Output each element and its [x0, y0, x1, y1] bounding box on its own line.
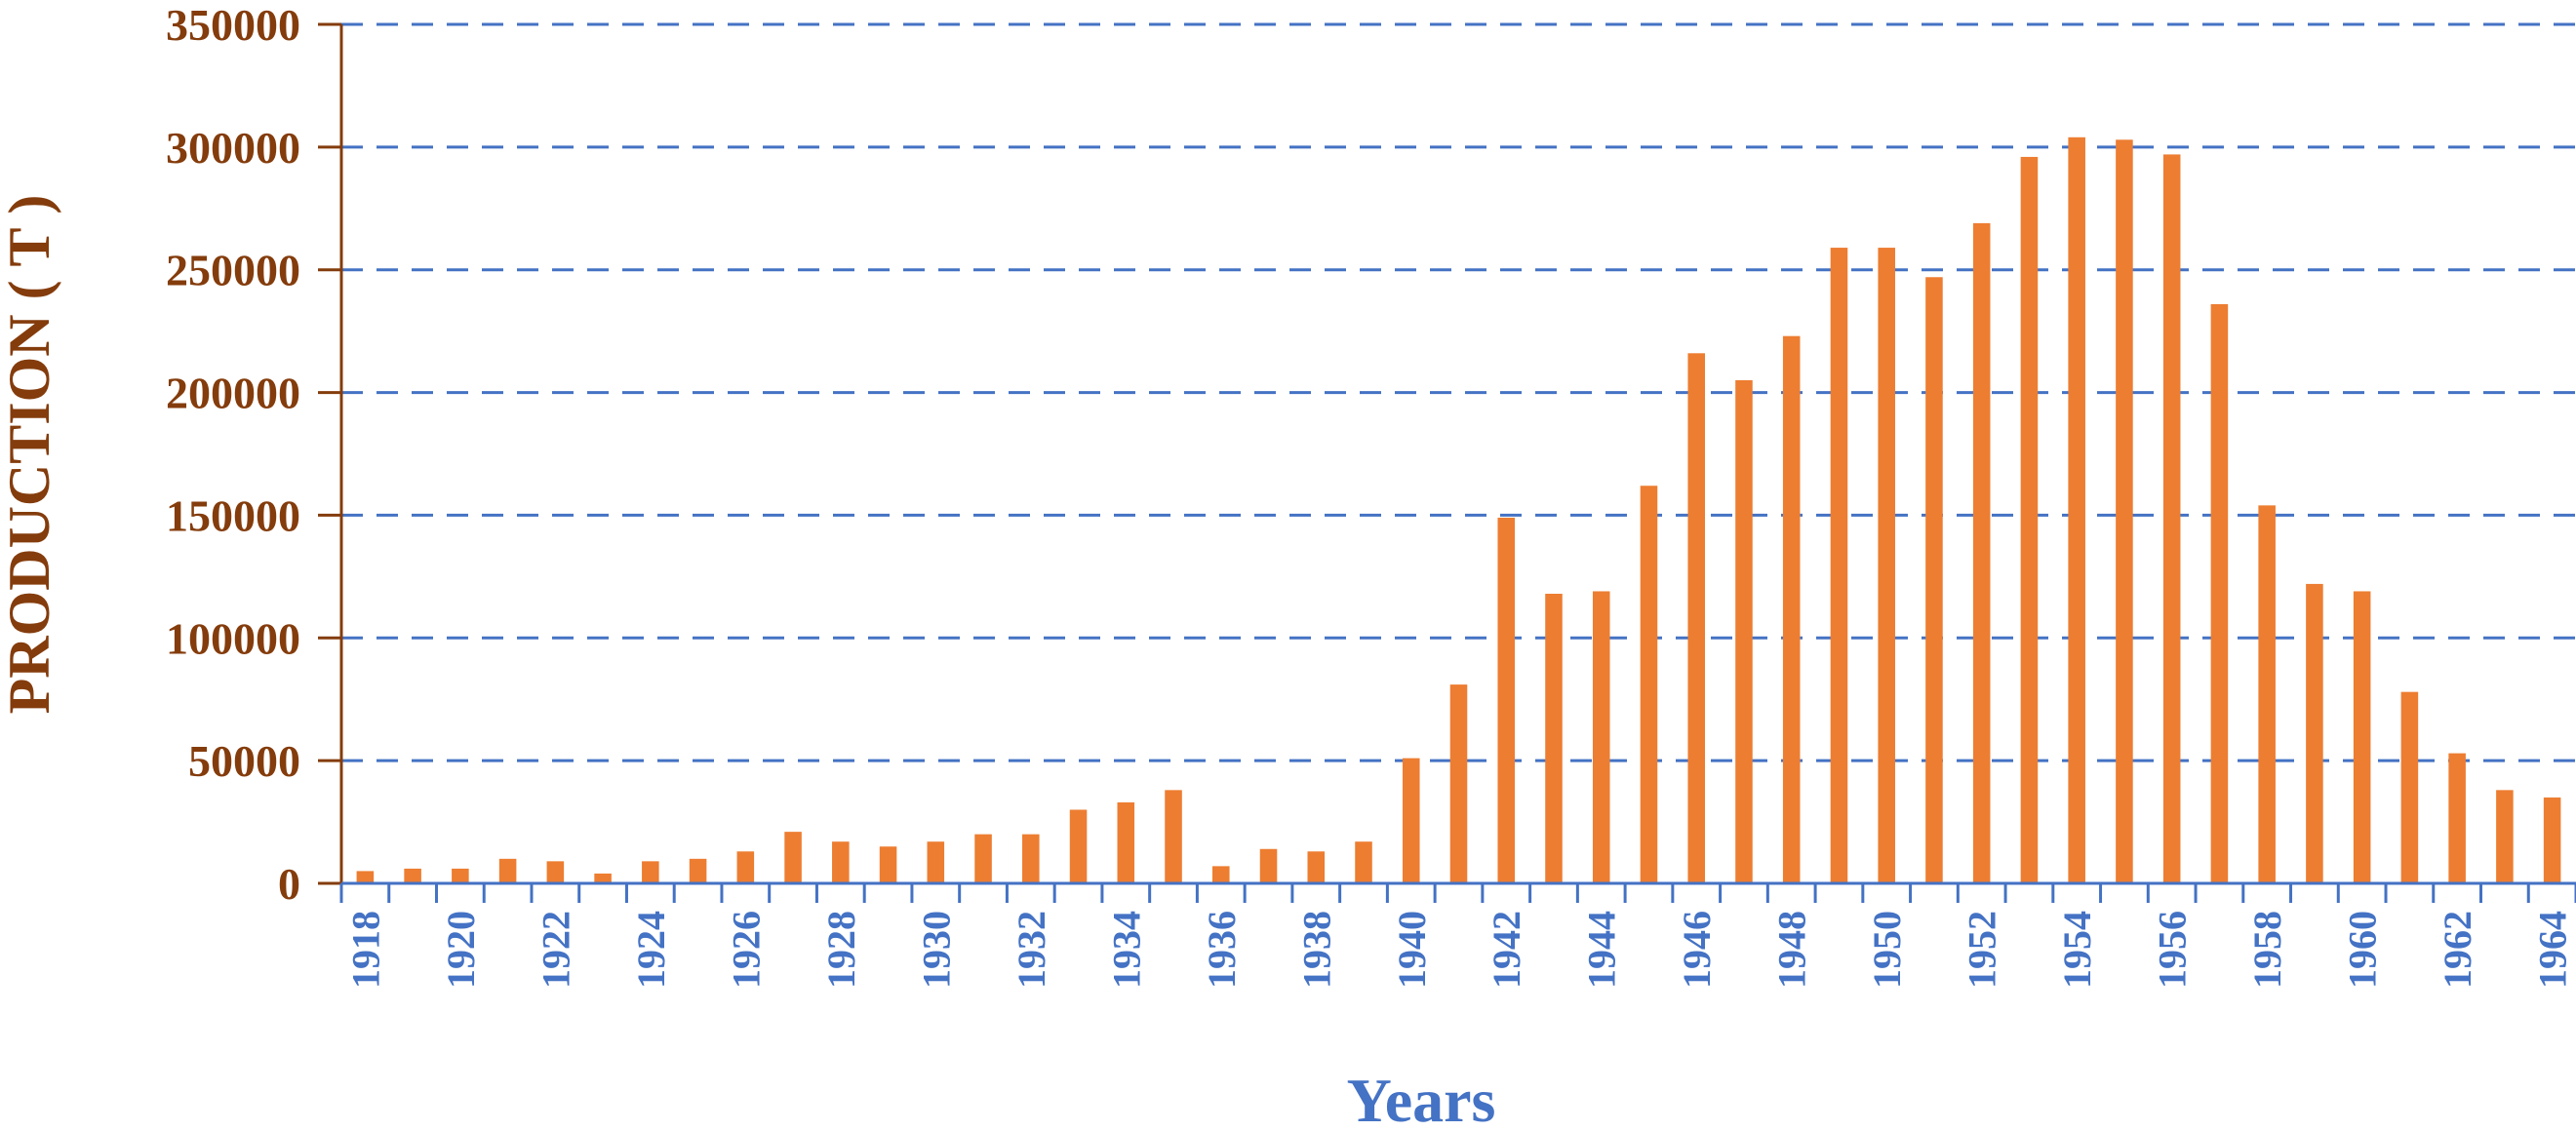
bar-1923 [594, 873, 612, 883]
bars [356, 136, 2561, 884]
bar-1947 [1735, 379, 1753, 883]
bar-1938 [1307, 851, 1326, 883]
bar-1962 [2448, 753, 2466, 883]
bar-1946 [1687, 353, 1705, 884]
gridlines [341, 22, 2576, 762]
x-tick-label: 1932 [1010, 911, 1053, 989]
bar-1961 [2400, 691, 2419, 883]
bar-1963 [2496, 790, 2514, 883]
y-tick-label: 300000 [166, 123, 300, 173]
y-tick-label: 150000 [166, 490, 300, 540]
bar-1932 [1022, 834, 1040, 883]
y-tick-label: 0 [278, 859, 300, 909]
bar-1952 [1972, 222, 1991, 884]
bar-1937 [1259, 848, 1278, 883]
x-tick-label: 1940 [1390, 911, 1434, 989]
x-tick-label: 1924 [629, 911, 673, 989]
y-tick-label: 100000 [166, 613, 300, 663]
bar-1918 [356, 871, 375, 883]
bar-1931 [974, 834, 992, 883]
x-tick-label: 1930 [914, 911, 958, 989]
bar-1945 [1640, 486, 1658, 883]
bar-1925 [689, 858, 707, 883]
y-axis-title: PRODUCTION ( T ) [0, 195, 61, 715]
y-tick-label: 200000 [166, 369, 300, 418]
bar-1919 [404, 868, 421, 883]
bar-1948 [1782, 335, 1801, 884]
x-tick-label: 1938 [1294, 911, 1338, 989]
bar-1951 [1925, 277, 1943, 883]
x-tick-label: 1936 [1200, 911, 1244, 989]
bar-1926 [736, 851, 755, 883]
bar-1964 [2543, 797, 2561, 883]
y-tick-label: 250000 [166, 246, 300, 295]
bar-1936 [1212, 866, 1230, 883]
bar-1934 [1117, 801, 1135, 883]
x-tick-label: 1918 [343, 911, 387, 989]
bar-1922 [546, 861, 565, 883]
bar-1953 [2020, 156, 2039, 883]
bar-1935 [1165, 790, 1182, 883]
x-tick-label: 1952 [1961, 911, 2004, 989]
bar-1943 [1545, 593, 1563, 883]
bar-1944 [1592, 591, 1610, 883]
x-tick-label: 1962 [2436, 911, 2479, 989]
bar-1960 [2353, 591, 2371, 883]
x-tick-label: 1960 [2341, 911, 2385, 989]
bar-1959 [2306, 583, 2323, 883]
x-tick-label: 1926 [724, 911, 768, 989]
x-tick-label: 1942 [1485, 911, 1528, 989]
bar-1942 [1497, 517, 1516, 883]
x-tick-label: 1934 [1104, 911, 1148, 989]
bar-1949 [1830, 248, 1848, 883]
x-axis-title: Years [1347, 1066, 1496, 1131]
bar-1956 [2162, 154, 2181, 883]
x-tick-label: 1944 [1580, 911, 1624, 989]
x-tick-label: 1946 [1675, 911, 1719, 989]
x-tick-label: 1922 [534, 911, 577, 989]
bar-1927 [784, 832, 802, 883]
x-axis: 1918 1920 1922 1924 1926 1928 1930 1932 1934 1936… [339, 881, 2576, 989]
x-tick-label: 1928 [819, 911, 863, 989]
bar-1941 [1449, 684, 1468, 883]
bar-1940 [1402, 758, 1420, 883]
bar-1939 [1355, 841, 1372, 883]
x-tick-label: 1948 [1770, 911, 1814, 989]
bar-1933 [1069, 809, 1088, 883]
x-tick-label: 1956 [2151, 911, 2195, 989]
x-tick-label: 1920 [439, 911, 483, 989]
bar-1957 [2210, 303, 2229, 883]
x-tick-label: 1954 [2055, 911, 2099, 989]
bar-1921 [498, 858, 517, 883]
x-tick-label: 1950 [1865, 911, 1909, 989]
x-tick-label: 1958 [2245, 911, 2289, 989]
bar-1930 [927, 841, 945, 883]
y-tick-label: 350000 [166, 0, 300, 50]
bar-1954 [2068, 136, 2085, 883]
bar-1929 [879, 846, 897, 883]
bar-1924 [642, 861, 659, 883]
x-tick-label: 1964 [2531, 911, 2575, 989]
bar-1958 [2258, 505, 2276, 883]
y-tick-label: 50000 [188, 736, 300, 786]
bar-1950 [1878, 248, 1895, 883]
bar-1955 [2116, 139, 2133, 883]
bar-1928 [832, 841, 850, 883]
y-axis: 0 50000 100000 150000 200000 250000 300000 3500… [166, 0, 343, 909]
bar-1920 [452, 868, 469, 883]
